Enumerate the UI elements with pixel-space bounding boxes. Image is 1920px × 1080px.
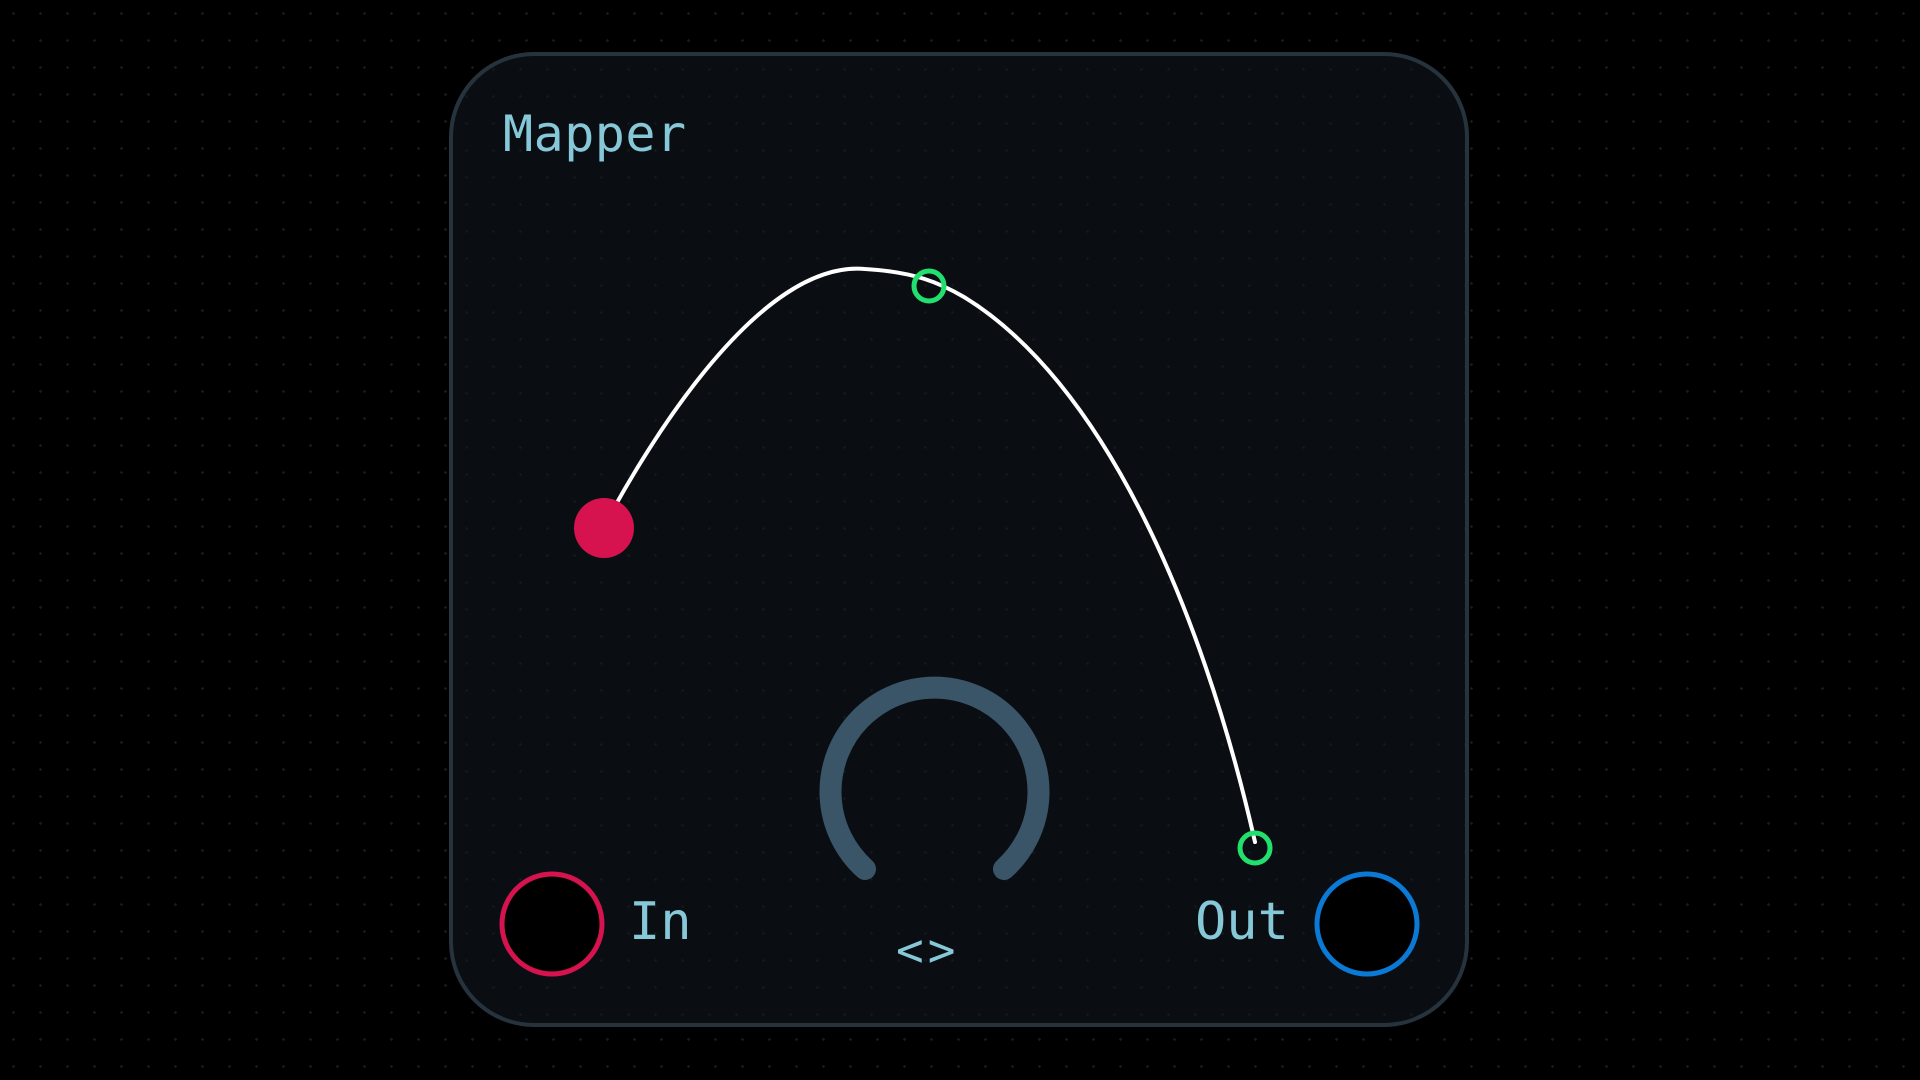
control-point-icon[interactable] (1237, 830, 1273, 866)
input-label: In (629, 892, 692, 952)
input-jack-icon[interactable] (499, 871, 605, 977)
output-label: Out (1195, 892, 1289, 952)
control-point-icon[interactable] (911, 268, 947, 304)
module-title: Mapper (503, 105, 687, 163)
knob-icon[interactable] (819, 676, 1050, 880)
cable-plug-icon[interactable] (574, 498, 634, 558)
knob-arc[interactable] (819, 676, 1050, 880)
knob-arrows-label: <> (896, 923, 960, 977)
output-jack-icon[interactable] (1314, 871, 1420, 977)
patch-cable[interactable] (601, 266, 1257, 844)
mapper-module (449, 52, 1469, 1027)
